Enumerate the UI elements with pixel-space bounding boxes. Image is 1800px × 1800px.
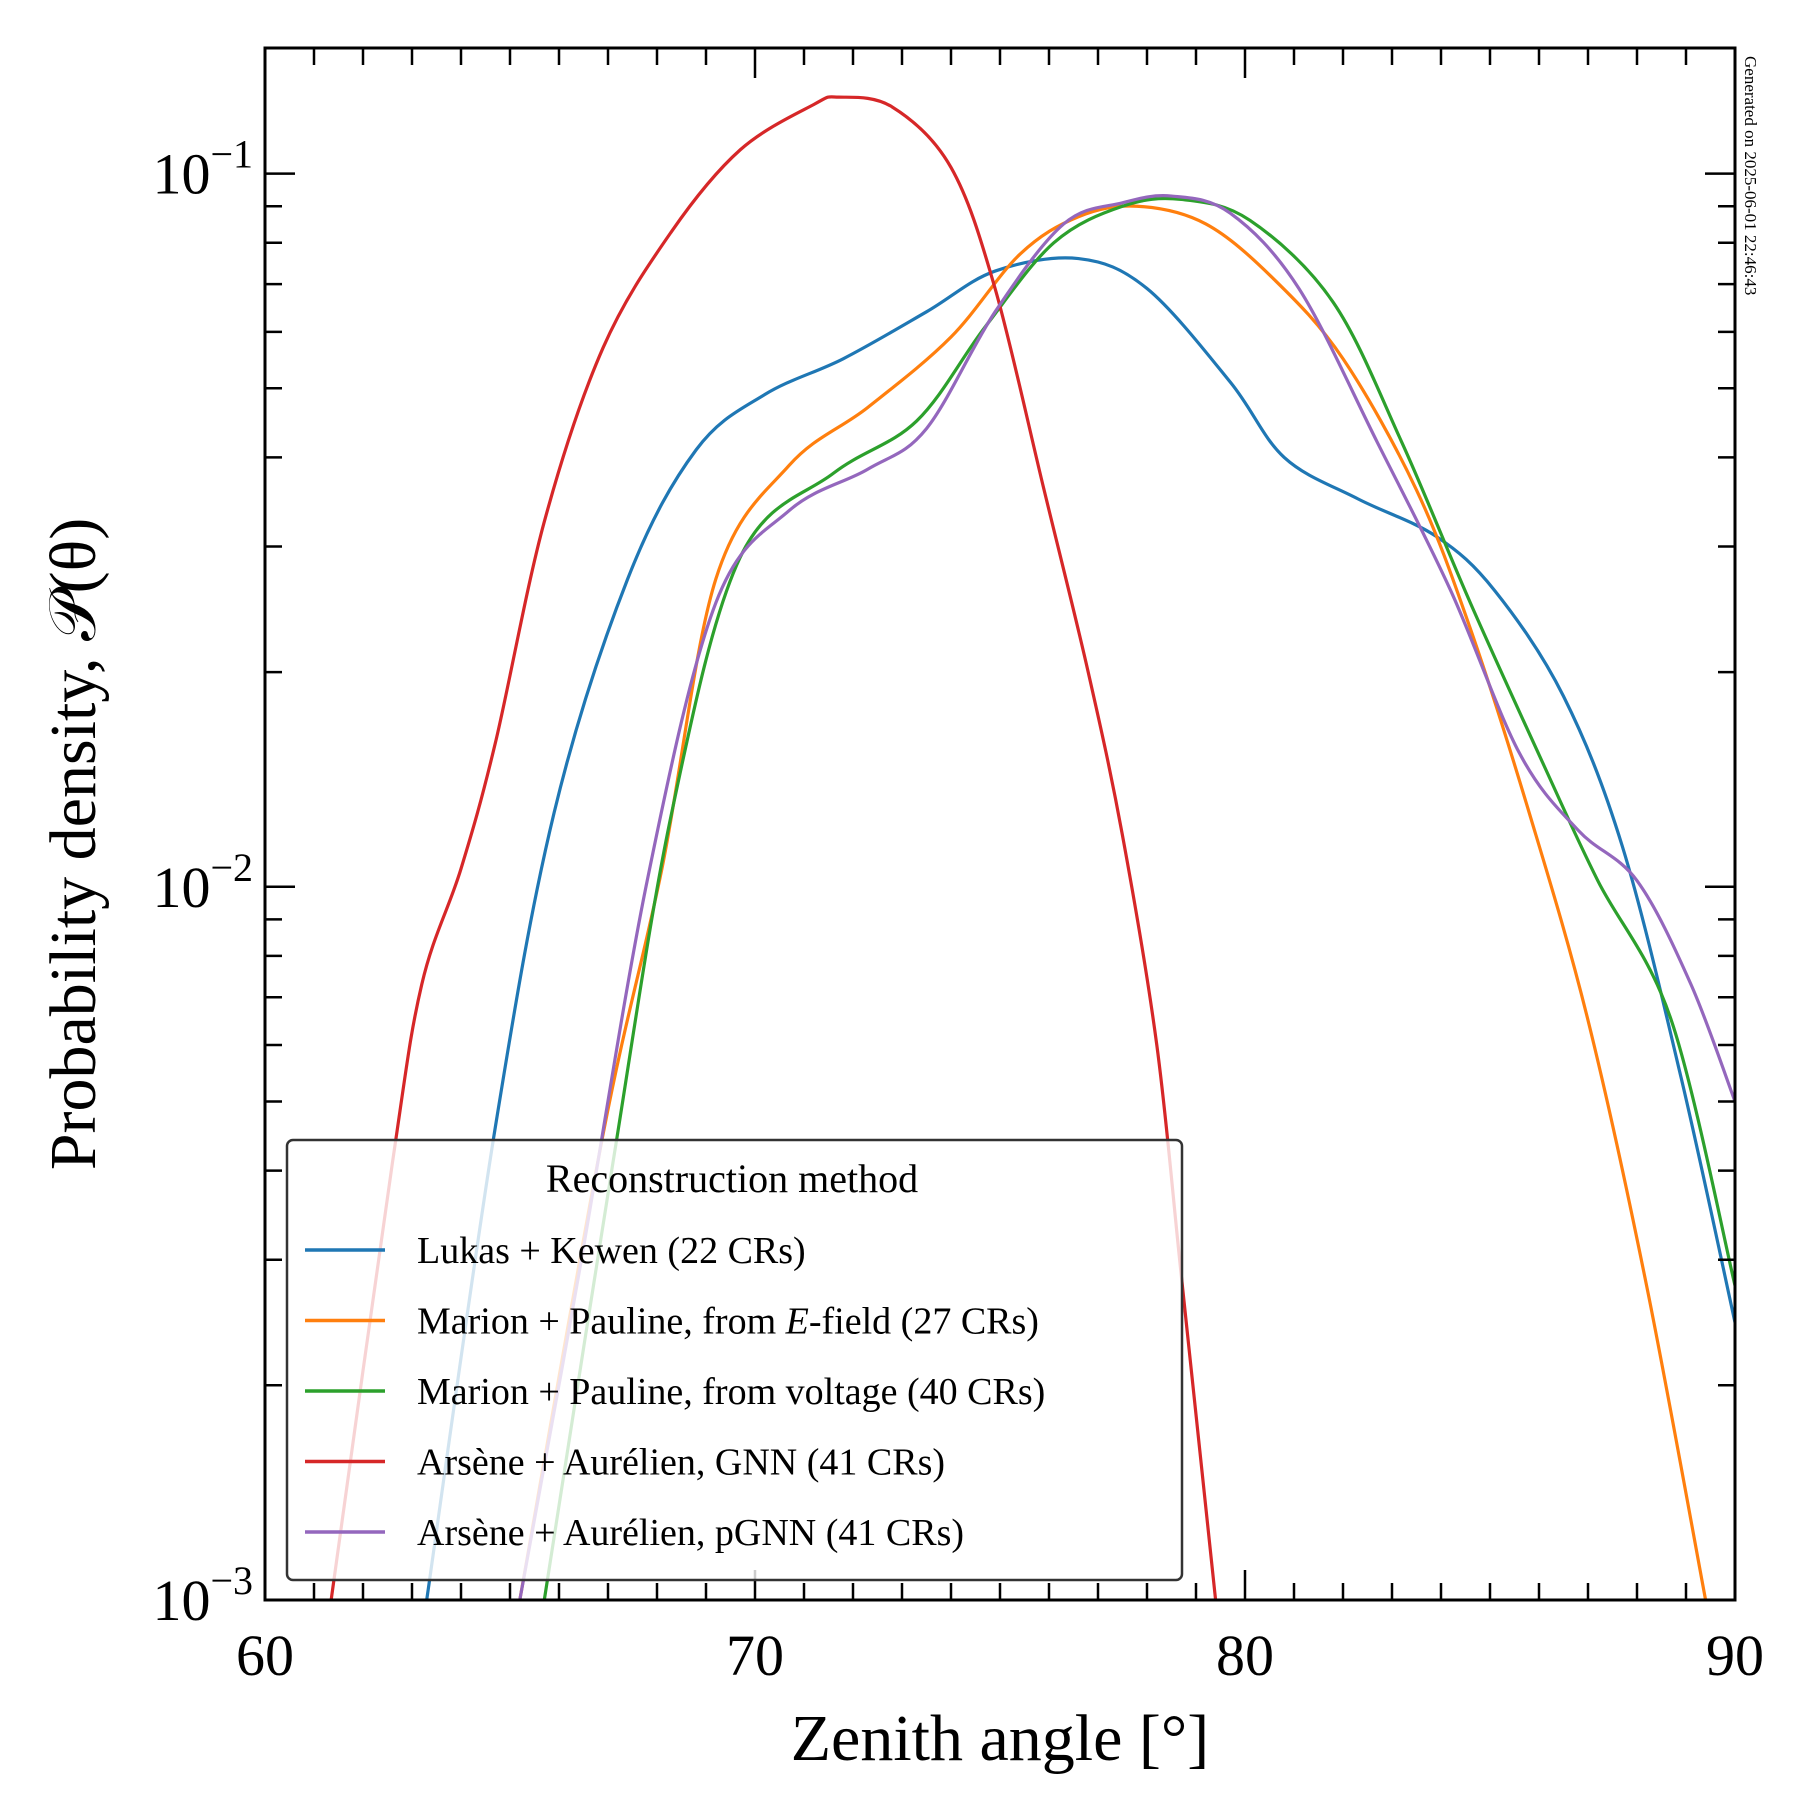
- legend-box: [285, 1138, 1184, 1582]
- x-tick-label: 60: [236, 1623, 294, 1688]
- legend-entry: Marion + Pauline, from E-field (27 CRs): [305, 1301, 1039, 1343]
- y-tick-base: 10: [152, 855, 210, 920]
- legend-label-italic: E: [785, 1301, 809, 1343]
- y-tick-label: 10−3: [152, 1558, 253, 1633]
- series-line: [518, 194, 1735, 1600]
- y-axis-title: Probability density, 𝒫(θ): [37, 518, 110, 1170]
- y-tick-labels: 10−310−210−1: [152, 132, 253, 1633]
- series-line: [329, 95, 1218, 1600]
- x-tick-labels: 60 70 80 90: [236, 1623, 1764, 1688]
- x-tick-label: 80: [1216, 1623, 1274, 1688]
- series-line: [542, 196, 1735, 1600]
- generated-timestamp: Generated on 2025-06-01 22:46:43: [1741, 56, 1760, 295]
- series-line: [425, 256, 1735, 1600]
- y-tick-base: 10: [152, 142, 210, 207]
- y-tick-exponent: −2: [210, 845, 253, 890]
- x-tick-label: 70: [726, 1623, 784, 1688]
- legend-title: Reconstruction method: [546, 1156, 918, 1201]
- x-tick-label: 90: [1706, 1623, 1764, 1688]
- legend-label: Arsène + Aurélien, pGNN (41 CRs): [417, 1512, 964, 1554]
- legend-entry: Arsène + Aurélien, GNN (41 CRs): [305, 1442, 945, 1484]
- legend-label: Arsène + Aurélien, GNN (41 CRs): [417, 1442, 945, 1484]
- series-2: [542, 196, 1735, 1600]
- y-tick-label: 10−1: [152, 132, 253, 207]
- y-tick-base: 10: [152, 1568, 210, 1633]
- plot-frame: [263, 46, 1737, 1602]
- x-axis-title: Zenith angle [°]: [791, 1702, 1210, 1775]
- series-layer: [329, 95, 1735, 1600]
- legend-label-part: -field (27 CRs): [809, 1301, 1039, 1343]
- series-3: [329, 95, 1218, 1600]
- legend: Reconstruction method Lukas + Kewen (22 …: [285, 1138, 1184, 1582]
- y-tick-exponent: −1: [210, 132, 253, 177]
- legend-label: Marion + Pauline, from E-field (27 CRs): [417, 1301, 1039, 1343]
- series-4: [518, 194, 1735, 1600]
- legend-entries: Lukas + Kewen (22 CRs) Marion + Pauline, …: [305, 1230, 1045, 1554]
- legend-entry: Lukas + Kewen (22 CRs): [305, 1230, 806, 1272]
- y-tick-label: 10−2: [152, 845, 253, 920]
- y-tick-exponent: −3: [210, 1558, 253, 1603]
- legend-label: Marion + Pauline, from voltage (40 CRs): [417, 1371, 1045, 1413]
- minor-ticks: [265, 48, 1735, 1600]
- series-0: [425, 256, 1735, 1600]
- legend-label: Lukas + Kewen (22 CRs): [417, 1230, 806, 1272]
- legend-entry: Marion + Pauline, from voltage (40 CRs): [305, 1371, 1045, 1413]
- legend-entry: Arsène + Aurélien, pGNN (41 CRs): [305, 1512, 964, 1554]
- legend-label-part: Marion + Pauline, from: [417, 1301, 786, 1343]
